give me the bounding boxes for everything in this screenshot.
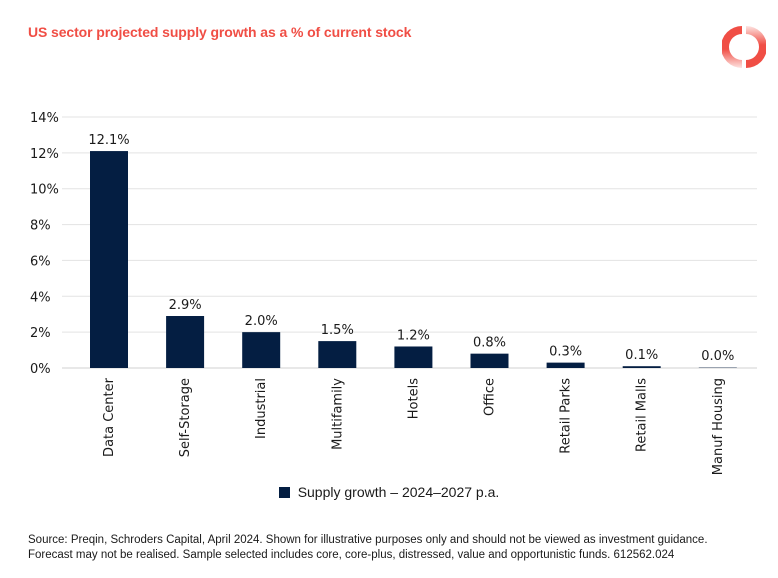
bar — [318, 341, 357, 368]
y-tick-label: 2% — [30, 326, 51, 341]
bar — [698, 367, 737, 368]
data-label: 1.5% — [321, 323, 354, 338]
y-tick-label: 14% — [30, 111, 59, 126]
y-tick-label: 0% — [30, 362, 51, 377]
bar — [394, 346, 433, 368]
legend-label: Supply growth – 2024–2027 p.a. — [297, 484, 500, 500]
y-tick-label: 10% — [30, 183, 59, 198]
footnote-line: Forecast may not be realised. Sample sel… — [28, 549, 675, 561]
chart-legend: Supply growth – 2024–2027 p.a. — [0, 484, 778, 500]
x-tick-label: Retail Parks — [559, 378, 574, 454]
data-label: 2.9% — [169, 298, 202, 313]
data-label: 2.0% — [245, 314, 278, 329]
y-tick-label: 6% — [30, 254, 51, 269]
x-tick-label: Retail Malls — [635, 378, 650, 452]
y-tick-label: 4% — [30, 290, 51, 305]
x-tick-label: Office — [483, 378, 498, 416]
y-tick-label: 8% — [30, 219, 51, 234]
source-footnote: Source: Preqin, Schroders Capital, April… — [28, 533, 768, 563]
footnote-line: Source: Preqin, Schroders Capital, April… — [28, 534, 708, 546]
x-tick-label: Data Center — [102, 377, 117, 457]
data-label: 0.1% — [625, 348, 658, 363]
data-label: 1.2% — [397, 328, 430, 343]
legend-swatch — [278, 487, 290, 498]
donut-ring-logo-icon — [722, 26, 766, 68]
y-tick-label: 12% — [30, 147, 59, 162]
bar — [242, 332, 281, 368]
data-label: 0.8% — [473, 336, 506, 351]
x-tick-label: Multifamily — [330, 378, 345, 450]
x-tick-label: Hotels — [406, 378, 421, 419]
x-tick-label: Self-Storage — [178, 378, 193, 457]
bar — [622, 366, 661, 368]
x-tick-label: Manuf Housing — [711, 378, 726, 475]
bar — [90, 151, 128, 368]
chart-title: US sector projected supply growth as a %… — [28, 24, 412, 40]
data-label: 12.1% — [88, 133, 129, 148]
bar-chart: 0% 2% 4% 6% 8% 10% 12% 14% 12.1% 2.9% 2.0% 1.5% 1.2… — [30, 111, 757, 475]
data-label: 0.3% — [549, 345, 582, 360]
x-tick-label: Industrial — [254, 378, 269, 439]
bar — [470, 353, 509, 368]
data-label: 0.0% — [701, 349, 734, 364]
bar — [546, 362, 585, 368]
bar — [166, 316, 205, 368]
